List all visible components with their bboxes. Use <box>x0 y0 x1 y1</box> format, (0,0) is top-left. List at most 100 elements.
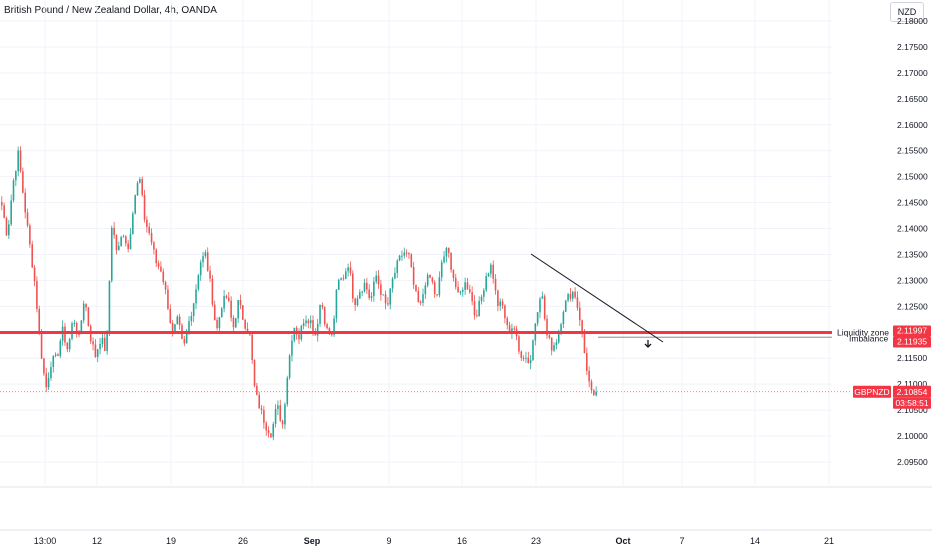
candle-body <box>57 354 59 356</box>
candle-body <box>129 234 132 250</box>
candle-body <box>412 266 415 285</box>
candle-body <box>160 266 162 272</box>
candle-body <box>567 294 569 301</box>
candle-body <box>127 243 129 250</box>
candle-body <box>431 277 434 282</box>
candle-body <box>103 337 106 351</box>
y-tick-label: 2.10000 <box>897 431 928 441</box>
candle-body <box>265 422 268 431</box>
candle-body <box>225 296 228 298</box>
candle-body <box>429 274 431 278</box>
candle-body <box>321 305 324 308</box>
candle-body <box>162 271 165 283</box>
candle-body <box>136 182 139 196</box>
x-tick-label: 19 <box>166 536 176 546</box>
candle-body <box>452 270 455 278</box>
candle-body <box>562 311 565 325</box>
candle-body <box>202 256 204 263</box>
candle-body <box>576 297 579 308</box>
candle-body <box>375 275 377 282</box>
candle-body <box>382 294 385 296</box>
candle-body <box>546 318 548 336</box>
candle-body <box>15 171 17 181</box>
candle-body <box>3 205 5 218</box>
candle-body <box>583 333 586 354</box>
candle-body <box>588 370 590 382</box>
candle-body <box>260 408 263 411</box>
candle-body <box>139 179 141 183</box>
candle-body <box>45 373 48 388</box>
x-tick-label: 12 <box>92 536 102 546</box>
candle-body <box>110 227 113 281</box>
candle-body <box>389 288 392 305</box>
candle-body <box>581 320 583 334</box>
candle-body <box>424 285 427 295</box>
x-tick-label: 9 <box>386 536 391 546</box>
candle-body <box>235 318 237 328</box>
candle-body <box>167 289 169 309</box>
x-tick-label: Sep <box>304 536 321 546</box>
candle-body <box>527 357 530 364</box>
candle-body <box>333 318 335 335</box>
candle-body <box>31 244 34 268</box>
candle-body <box>185 332 188 344</box>
candle-body <box>38 309 41 332</box>
candle-body <box>239 299 242 306</box>
symbol-label-bg <box>853 385 891 398</box>
candle-body <box>513 328 516 330</box>
candle-body <box>12 180 15 201</box>
candle-body <box>227 297 230 301</box>
candle-body <box>209 270 211 279</box>
candle-body <box>401 255 403 257</box>
candle-body <box>525 357 527 359</box>
candle-body <box>213 304 216 321</box>
countdown-label: 03:58:51 <box>895 398 928 408</box>
candle-body <box>8 224 10 236</box>
currency-button[interactable]: NZD <box>890 2 924 22</box>
candle-body <box>326 324 328 329</box>
candle-body <box>274 409 277 424</box>
candle-body <box>146 219 148 227</box>
y-tick-label: 2.15500 <box>897 146 928 156</box>
candle-body <box>473 301 476 316</box>
candle-body <box>75 323 78 334</box>
candle-body <box>36 281 38 310</box>
candle-body <box>564 300 567 312</box>
candle-body <box>244 319 246 329</box>
candle-body <box>92 341 94 345</box>
candle-body <box>436 294 438 296</box>
candle-body <box>66 342 69 350</box>
candle-body <box>574 291 576 298</box>
candle-body <box>319 305 321 324</box>
candle-body <box>396 260 399 273</box>
last-price-label: 2.10854 <box>897 387 928 397</box>
symbol-label: GBPNZD <box>854 387 889 397</box>
grid <box>0 0 932 531</box>
candle-body <box>85 303 87 308</box>
candle-body <box>94 344 97 357</box>
candle-body <box>99 343 101 350</box>
candle-body <box>29 225 31 245</box>
candle-body <box>40 331 43 359</box>
candle-body <box>571 291 574 299</box>
candle-body <box>192 303 195 317</box>
candle-body <box>485 276 487 291</box>
candle-body <box>377 275 380 285</box>
candle-body <box>26 212 29 226</box>
y-tick-label: 2.12500 <box>897 301 928 311</box>
candle-body <box>195 289 197 304</box>
candle-body <box>125 236 127 244</box>
candle-body <box>204 252 207 257</box>
candle-body <box>1 202 3 206</box>
candle-body <box>447 247 450 253</box>
candle-body <box>216 320 218 329</box>
candle-body <box>256 385 258 395</box>
candle-body <box>361 291 363 293</box>
candle-body <box>548 335 551 338</box>
candle-body <box>223 296 225 309</box>
y-tick-label: 2.14500 <box>897 198 928 208</box>
countdown-label-bg <box>893 397 931 409</box>
